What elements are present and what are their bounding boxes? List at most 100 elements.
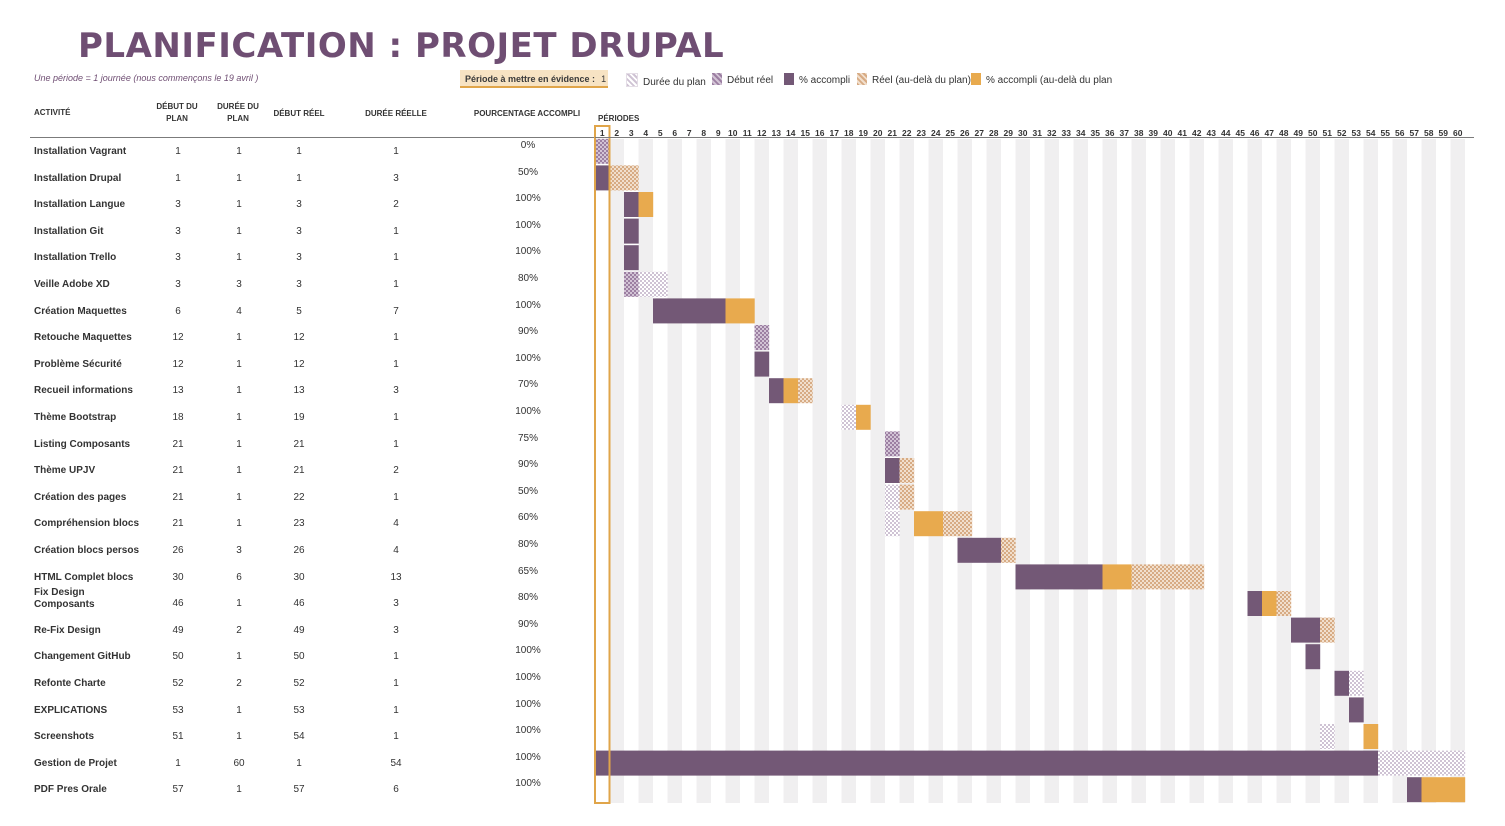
plan-duration-cell: 1 [236,465,242,477]
gantt-bar-4-period-3-complete [624,218,639,244]
gantt-bar-17-period-41-actual [1175,564,1190,590]
gantt-bar-19-period-51-actual [1320,617,1335,643]
period-tick-31: 31 [1033,128,1043,138]
actual-start-cell: 5 [296,305,302,317]
actual-start-cell: 3 [296,225,302,237]
gantt-bar-24-period-55-plan [1378,750,1393,776]
gantt-bar-13-period-21-complete [885,458,900,483]
period-tick-53: 53 [1352,128,1362,138]
plan-duration-cell: 1 [236,784,242,796]
gantt-bar-17-period-34-complete [1073,564,1089,590]
period-tick-43: 43 [1207,128,1217,138]
actual-start-cell: 3 [296,252,302,264]
plan-start-cell: 21 [172,491,184,503]
actual-duration-cell: 7 [393,305,399,317]
period-tick-51: 51 [1323,128,1333,138]
gantt-bar-7-period-10-complete [725,298,741,324]
highlight-period-control[interactable]: Période à mettre en évidence : 1 [460,70,608,88]
actual-duration-cell: 6 [393,784,399,796]
column-header-percent: POURCENTAGE ACCOMPLI [473,109,581,118]
gantt-bar-8-period-12-actual [754,325,770,350]
actual-duration-cell: 2 [393,465,399,477]
gantt-bar-24-period-48-complete [1276,750,1292,776]
actual-start-cell: 3 [296,199,302,211]
percent-cell: 80% [517,273,538,284]
actual-duration-cell: 4 [393,518,399,530]
period-tick-7: 7 [687,128,692,138]
column-header-plan-duration: DURÉE DU PLAN [217,102,259,123]
gantt-bar-24-period-51-complete [1320,750,1335,776]
gantt-bar-24-period-18-complete [841,750,857,776]
gantt-bar-24-period-14-complete [783,750,799,776]
plan-duration-cell: 1 [236,199,242,211]
gantt-bar-24-period-39-complete [1146,750,1161,776]
plan-start-cell: 53 [172,704,184,716]
percent-cell: 100% [515,299,541,311]
plan-duration-cell: 60 [233,757,245,769]
actual-start-cell: 1 [296,757,302,769]
gantt-bar-24-period-50-complete [1305,750,1321,776]
gantt-bar-18-period-46-complete [1247,591,1263,616]
column-header-periods: PÉRIODES [598,114,640,123]
highlight-period-value[interactable]: 1 [601,74,607,84]
period-tick-2: 2 [614,128,619,138]
gantt-bar-17-period-32-complete [1044,564,1060,590]
gantt-bar-24-period-56-plan [1392,750,1408,776]
period-tick-21: 21 [888,128,898,138]
gantt-bar-24-period-35-complete [1088,750,1103,776]
page-title: PLANIFICATION : PROJET DRUPAL [78,26,725,66]
percent-cell: 50% [517,166,538,178]
gantt-bar-24-period-6-complete [667,750,683,776]
period-column-34 [1073,139,1088,803]
period-tick-38: 38 [1134,128,1144,138]
gantt-bar-17-period-37-complete [1117,564,1132,590]
period-column-32 [1044,139,1059,803]
gantt-bar-16-period-27-complete [972,537,987,563]
gantt-bar-11-period-18-plan [841,404,857,430]
legend-label-actual-start: Début réel [727,75,774,86]
period-column-10 [725,139,740,803]
plan-start-cell: 3 [175,279,181,290]
plan-duration-cell: 4 [236,305,242,317]
plan-duration-cell: 1 [236,438,242,450]
actual-duration-cell: 1 [393,438,399,450]
gantt-bar-24-period-23-complete [914,750,929,776]
percent-cell: 80% [517,539,538,550]
gantt-bar-24-period-32-complete [1044,750,1060,776]
activity-name: Installation Langue [34,199,126,211]
period-tick-54: 54 [1366,128,1376,138]
plan-duration-cell: 2 [236,624,242,636]
gantt-bar-18-period-47-complete [1262,591,1277,616]
column-header-actual-start: DÉBUT RÉEL [273,109,325,118]
gantt-bar-25-period-57-complete [1407,777,1422,803]
plan-duration-cell: 2 [236,678,242,689]
activity-name: Refonte Charte [34,678,106,689]
gantt-bar-24-period-45-complete [1233,750,1248,776]
actual-start-cell: 3 [296,279,302,290]
column-header-plan-start: DÉBUT DU PLAN [156,102,198,123]
gantt-bar-24-period-19-complete [856,750,871,776]
gantt-bar-10-period-14-complete [783,378,799,404]
period-tick-26: 26 [960,128,970,138]
period-tick-20: 20 [873,128,883,138]
actual-duration-cell: 1 [393,332,399,344]
period-tick-60: 60 [1453,128,1463,138]
gantt-bar-3-period-4-complete [638,192,654,217]
actual-start-cell: 1 [296,146,302,157]
plan-duration-cell: 1 [236,358,242,370]
percent-cell: 70% [517,379,538,391]
gantt-bar-24-period-49-complete [1291,750,1306,776]
period-column-38 [1131,139,1146,803]
gantt-bar-24-period-28-complete [986,750,1002,776]
actual-start-cell: 52 [293,678,305,689]
gantt-bar-6-period-4-plan [638,271,654,297]
gantt-bar-24-period-36-complete [1102,750,1118,776]
gantt-bar-24-period-57-plan [1407,750,1422,776]
legend-item-actual-beyond: Réel (au-delà du plan) [857,73,971,86]
gantt-bar-21-period-53-plan [1349,670,1364,696]
gantt-bar-3-period-3-complete [624,192,639,217]
activity-name: PDF Pres Orale [34,784,107,796]
plan-start-cell: 21 [172,438,184,450]
period-tick-39: 39 [1149,128,1159,138]
actual-start-cell: 1 [296,172,302,184]
